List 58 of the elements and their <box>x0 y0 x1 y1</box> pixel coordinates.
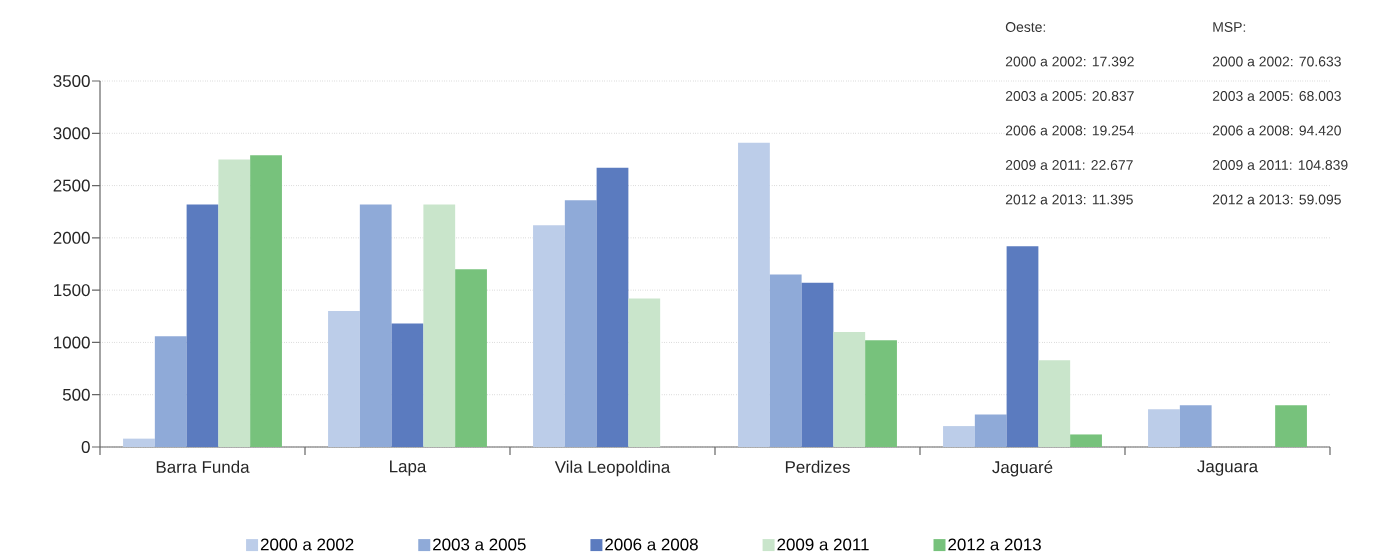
bar <box>1148 409 1180 447</box>
annotation: 2003 a 2005: 20.837 <box>1005 91 1134 101</box>
x-tick-label: Barra Funda <box>156 460 250 473</box>
bar <box>455 269 487 447</box>
text: Oeste: <box>1005 22 1046 32</box>
bar <box>1179 405 1212 447</box>
legend-label: 2006 a 2008 <box>605 538 698 551</box>
bar <box>533 225 565 447</box>
y-tick-label: 3000 <box>53 127 90 140</box>
bar <box>154 336 187 447</box>
legend-label: 2000 a 2002 <box>260 538 354 551</box>
bar <box>628 298 661 447</box>
bar <box>1070 434 1102 447</box>
annotation: 2006 a 2008: 94.420 <box>1212 125 1341 136</box>
bar <box>186 204 219 447</box>
bar <box>974 414 1007 447</box>
annotation: 2003 a 2005: 68.003 <box>1212 91 1341 101</box>
text: MSP: <box>1213 22 1246 32</box>
y-tick-label: 500 <box>62 388 90 401</box>
text: 2000 a 2002: 70.633 <box>1212 56 1341 67</box>
legend-label: 2009 a 2011 <box>777 538 869 551</box>
legend-label: 2012 a 2013 <box>948 538 1041 551</box>
x-tick-label: Vila Leopoldina <box>554 460 671 477</box>
bar <box>123 438 155 447</box>
bar <box>1275 405 1307 447</box>
bar <box>801 282 834 447</box>
bar <box>391 323 424 447</box>
bar <box>1006 246 1039 447</box>
annotation: 2012 a 2013: 59.095 <box>1212 194 1341 205</box>
bar <box>250 155 282 447</box>
legend-label: 2003 a 2005 <box>433 538 526 551</box>
bar <box>833 331 866 447</box>
annotation: 2012 a 2013: 11.395 <box>1005 194 1133 205</box>
y-tick-label: 1000 <box>54 336 90 349</box>
y-tick-label: 2000 <box>53 231 90 244</box>
bar <box>1038 360 1071 447</box>
bar <box>564 200 597 447</box>
bar <box>865 340 897 447</box>
text: 2000 a 2002: 17.392 <box>1005 56 1134 67</box>
bar <box>328 311 360 447</box>
x-tick-label: Jaguara <box>1197 460 1259 476</box>
bar <box>218 159 251 447</box>
bar <box>769 274 802 447</box>
y-tick-label: 3500 <box>53 75 90 87</box>
annotation: 2006 a 2008: 19.254 <box>1005 125 1135 136</box>
x-tick-label: Perdizes <box>785 460 850 473</box>
annotation: 2009 a 2011: 22.677 <box>1005 160 1133 170</box>
bar <box>359 204 392 447</box>
bar <box>943 426 975 447</box>
y-tick-label: 1500 <box>54 284 90 297</box>
y-tick-label: 2500 <box>53 179 90 192</box>
bar <box>423 204 456 447</box>
bar <box>738 142 770 447</box>
bar <box>596 167 629 447</box>
y-tick-label: 0 <box>81 441 90 453</box>
x-tick-label: Lapa <box>390 460 427 476</box>
x-tick-label: Jaguaré <box>992 460 1053 477</box>
annotation: 2009 a 2011: 104.839 <box>1212 160 1348 170</box>
